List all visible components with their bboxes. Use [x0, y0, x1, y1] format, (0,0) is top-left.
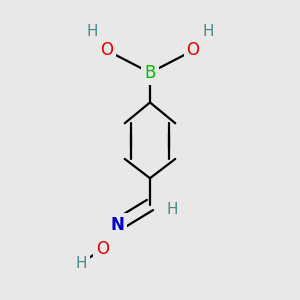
- Text: H: H: [202, 24, 214, 39]
- Text: H: H: [86, 24, 98, 39]
- Text: N: N: [110, 216, 124, 234]
- Text: O: O: [100, 41, 113, 59]
- Text: B: B: [144, 64, 156, 82]
- Text: O: O: [187, 41, 200, 59]
- Text: H: H: [167, 202, 178, 217]
- Text: O: O: [96, 240, 109, 258]
- Text: H: H: [75, 256, 87, 271]
